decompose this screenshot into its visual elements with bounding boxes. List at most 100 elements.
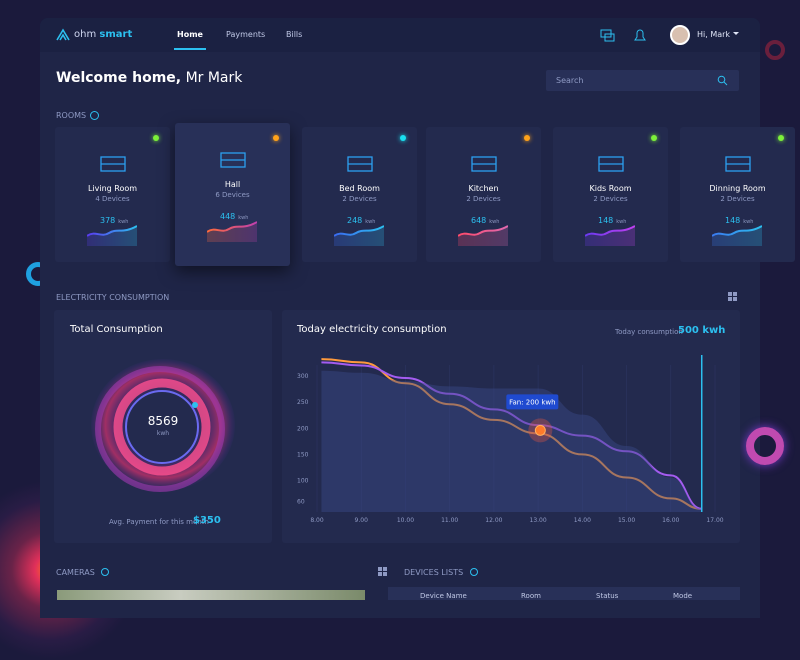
room-name: Hall — [224, 180, 241, 189]
usage-value: 648 — [471, 216, 487, 225]
room-icon — [598, 156, 624, 172]
search-icon[interactable] — [717, 75, 728, 86]
tooltip — [506, 394, 559, 410]
room-usage: 378 kwh — [100, 216, 128, 225]
sparkline-line — [207, 221, 257, 233]
room-card[interactable]: Living Room 4 Devices 378 kwh — [55, 127, 170, 262]
room-name: Kitchen — [468, 184, 499, 193]
area — [321, 370, 702, 512]
electricity-title: ELECTRICITY CONSUMPTION — [56, 293, 170, 302]
room-devices: 2 Devices — [593, 195, 628, 203]
room-usage: 148 kwh — [725, 216, 753, 225]
room-card[interactable]: Kids Room 2 Devices 148 kwh — [553, 127, 668, 262]
add-camera[interactable] — [101, 568, 109, 576]
donut — [91, 359, 235, 492]
status-dot — [778, 135, 784, 141]
y-tick-label: 300 — [297, 373, 309, 380]
room-devices: 2 Devices — [466, 195, 501, 203]
room-icon — [347, 156, 373, 172]
usage-value: 248 — [347, 216, 363, 225]
caret — [733, 32, 739, 38]
sparkline — [585, 225, 635, 246]
usage-unit: kwh — [238, 215, 249, 221]
usage-unit: kwh — [616, 219, 627, 225]
room-devices: 2 Devices — [720, 195, 755, 203]
nav-bills[interactable]: Bills — [286, 30, 303, 39]
annotation-point — [534, 424, 546, 436]
nav-home[interactable]: Home — [177, 30, 203, 39]
line-chart: 60 100 150 200 250 300 8.00 9.00 10.00 11.00 12.00… — [297, 355, 724, 524]
usage-value: 148 — [598, 216, 614, 225]
line — [321, 361, 702, 510]
status-dot — [153, 135, 159, 141]
usage-value: 378 — [100, 216, 116, 225]
grid-view-icon[interactable] — [378, 567, 387, 576]
column-header: Room — [521, 592, 541, 600]
sparkline — [458, 225, 508, 246]
total-panel: Total Consumption 8569 kwh Avg. Payment … — [54, 310, 272, 543]
y-tick-label: 250 — [297, 399, 309, 406]
x-tick-label: 9.00 — [355, 517, 369, 524]
nav-payments[interactable]: Payments — [226, 30, 266, 39]
welcome: Welcome home, Mr Mark — [56, 70, 242, 86]
brand-a: ohm — [74, 29, 97, 40]
room-card[interactable]: Hall 6 Devices 448 kwh — [175, 123, 290, 266]
room-devices: 6 Devices — [215, 191, 250, 199]
room-name: Kids Room — [589, 184, 632, 193]
grid-view-icon[interactable] — [728, 292, 738, 302]
sparkline-line — [585, 225, 635, 237]
brand-b: smart — [99, 29, 133, 40]
usage-unit: kwh — [365, 219, 376, 225]
x-tick-label: 8.00 — [310, 517, 324, 524]
x-tick-label: 17.00 — [706, 517, 723, 524]
sparkline-line — [458, 225, 508, 237]
decor-ring — [765, 40, 785, 60]
column-header: Mode — [673, 592, 693, 600]
room-icon — [471, 156, 497, 172]
y-tick-label: 100 — [297, 478, 309, 485]
search-box[interactable]: Search — [546, 70, 739, 91]
column-header: Device Name — [420, 592, 467, 600]
room-usage: 248 kwh — [347, 216, 375, 225]
x-tick-label: 13.00 — [530, 517, 547, 524]
y-tick-label: 200 — [297, 425, 309, 432]
total-value: 8569 — [147, 414, 179, 428]
room-card[interactable]: Dinning Room 2 Devices 148 kwh — [680, 127, 795, 262]
x-tick-label: 15.00 — [618, 517, 635, 524]
top-bar — [40, 18, 760, 52]
sparkline-line — [87, 225, 137, 237]
user-full-name: Mr Mark — [185, 70, 243, 86]
tooltip-text: Fan: 200 kwh — [509, 398, 556, 406]
decor-ring — [746, 427, 784, 465]
line — [321, 358, 702, 510]
camera-feed[interactable] — [57, 590, 365, 600]
user-name[interactable]: Hi, Mark — [697, 30, 731, 39]
x-tick-label: 12.00 — [485, 517, 502, 524]
usage-unit: kwh — [489, 219, 500, 225]
sparkline-line — [712, 225, 762, 237]
avatar[interactable] — [670, 25, 690, 45]
logo-icon — [56, 28, 70, 41]
room-card[interactable]: Kitchen 2 Devices 648 kwh — [426, 127, 541, 262]
room-devices: 4 Devices — [95, 195, 130, 203]
add-room[interactable] — [90, 111, 99, 120]
add-device[interactable] — [470, 568, 478, 576]
room-name: Living Room — [87, 184, 138, 193]
usage-unit: kwh — [118, 219, 129, 225]
payment-value: $350 — [193, 515, 221, 526]
sparkline — [87, 225, 137, 246]
greeting: Welcome home, — [56, 70, 182, 86]
total-unit: kwh — [156, 430, 170, 437]
nav-underline — [174, 48, 206, 50]
room-usage: 648 kwh — [471, 216, 499, 225]
status-dot — [651, 135, 657, 141]
x-tick-label: 10.00 — [397, 517, 414, 524]
room-card[interactable]: Bed Room 2 Devices 248 kwh — [302, 127, 417, 262]
room-name: Dinning Room — [709, 184, 766, 193]
bell-icon[interactable] — [634, 29, 646, 41]
usage-value: 448 — [220, 212, 236, 221]
chart-title: Today electricity consumption — [297, 324, 447, 335]
status-dot — [400, 135, 406, 141]
search-placeholder: Search — [556, 76, 584, 85]
status-dot — [273, 135, 279, 141]
